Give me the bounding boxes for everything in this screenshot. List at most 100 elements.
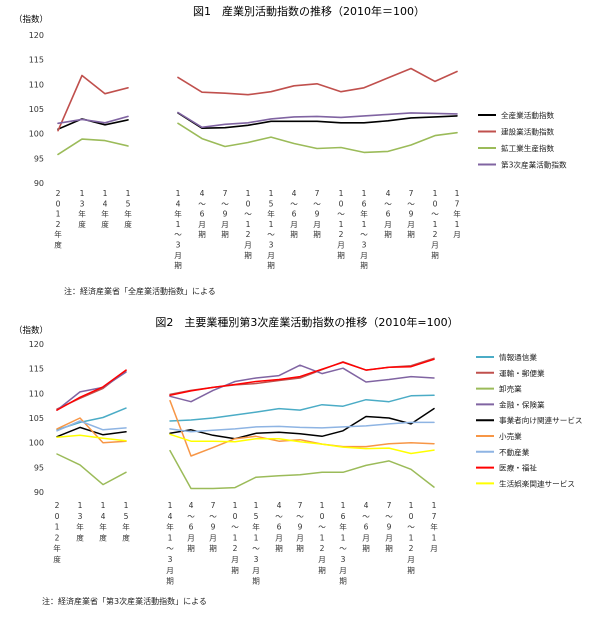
figure-1-axes: 90 95 100 105 110 115 120 — [29, 31, 44, 188]
x-tick-char: 期 — [385, 544, 393, 553]
x-tick-char: 1 — [409, 533, 414, 542]
x-tick-char: 期 — [221, 230, 229, 239]
series-line-6-segment-2 — [169, 399, 435, 457]
x-tick-char: 〜 — [166, 544, 174, 553]
x-tick-char: 月 — [231, 555, 239, 564]
x-tick-char: 期 — [187, 544, 195, 553]
x-tick-label: 1 3年度 — [76, 501, 84, 542]
x-tick-char: 年 — [99, 522, 107, 532]
x-tick-char: 0 — [409, 512, 414, 521]
x-tick-char: 〜 — [296, 512, 304, 521]
x-tick-char: 〜 — [339, 544, 347, 553]
x-tick-char: 3 — [362, 241, 367, 250]
x-tick-char: 期 — [244, 251, 252, 260]
x-tick-char: 月 — [166, 566, 174, 575]
x-tick-char: 〜 — [209, 512, 217, 521]
x-tick-char: 9 — [409, 210, 414, 219]
series-line-3-segment-1 — [56, 453, 127, 486]
series-line-4-segment-2 — [169, 364, 435, 403]
x-tick-char: 2 — [433, 230, 438, 239]
x-tick-char: 6 — [362, 199, 367, 208]
x-tick-char: 9 — [211, 523, 216, 532]
y-tick-label: 100 — [29, 439, 44, 448]
x-tick-char: 期 — [339, 577, 347, 586]
x-tick-char: 期 — [407, 230, 415, 239]
x-tick-char: 月 — [267, 251, 275, 260]
x-tick-char: 2 — [246, 230, 251, 239]
x-tick-label: 7〜9月期 — [385, 501, 393, 553]
x-tick-char: 期 — [174, 261, 182, 270]
x-tick-char: 1 — [233, 533, 238, 542]
x-tick-char: 3 — [254, 555, 259, 564]
y-tick-label: 110 — [29, 80, 44, 89]
x-tick-char: 1 — [362, 220, 367, 229]
figure-1-title: 図1 産業別活動指数の推移（2010年＝100） — [193, 4, 425, 18]
x-tick-char: 期 — [407, 566, 415, 575]
x-tick-char: 年 — [267, 209, 275, 219]
x-tick-char: 期 — [337, 251, 345, 260]
x-tick-char: 度 — [122, 532, 130, 542]
x-tick-char: 1 — [433, 220, 438, 229]
x-tick-char: 1 — [124, 501, 129, 510]
x-tick-char: 期 — [209, 544, 217, 553]
x-tick-char: 月 — [407, 555, 415, 564]
x-tick-char: 月 — [337, 241, 345, 250]
x-tick-char: 7 — [387, 501, 392, 510]
legend-label: 建設業活動指数 — [501, 127, 555, 137]
y-tick-label: 105 — [29, 414, 44, 423]
x-tick-char: 5 — [126, 199, 131, 208]
x-tick-char: 〜 — [407, 523, 415, 532]
x-tick-char: 1 — [339, 189, 344, 198]
figure-1-series — [57, 67, 458, 156]
x-tick-char: 期 — [267, 261, 275, 270]
x-tick-char: 年 — [78, 209, 86, 219]
legend-label: 卸売業 — [499, 384, 522, 394]
x-tick-char: 〜 — [337, 210, 345, 219]
x-tick-char: 4 — [189, 501, 194, 510]
x-tick-char: 〜 — [407, 199, 415, 208]
x-tick-char: 0 — [339, 199, 344, 208]
legend-label: 不動産業 — [499, 447, 530, 457]
x-tick-char: 1 — [341, 501, 346, 510]
x-tick-char: 年 — [430, 522, 438, 532]
x-tick-char: 7 — [432, 512, 437, 521]
y-tick-label: 90 — [34, 488, 44, 497]
x-tick-char: 4 — [103, 199, 108, 208]
x-tick-char: 0 — [433, 199, 438, 208]
x-tick-char: 1 — [168, 501, 173, 510]
x-tick-char: 6 — [364, 523, 369, 532]
x-tick-char: 0 — [320, 512, 325, 521]
x-tick-char: 4 — [200, 189, 205, 198]
figure-2-note: 注：経済産業省「第3次産業活動指数」による — [42, 596, 207, 606]
x-tick-char: 月 — [313, 220, 321, 229]
x-tick-char: 期 — [275, 544, 283, 553]
series-line-4-segment-2 — [177, 111, 458, 129]
x-tick-char: 7 — [223, 189, 228, 198]
x-tick-char: 期 — [318, 566, 326, 575]
x-tick-char: 5 — [124, 512, 129, 521]
x-tick-char: 月 — [252, 566, 260, 575]
y-tick-label: 100 — [29, 130, 44, 139]
figure-2-axes: 90 95 100 105 110 115 120 — [29, 340, 44, 497]
x-tick-char: 9 — [315, 210, 320, 219]
x-tick-char: 期 — [360, 261, 368, 270]
figure-2-x-labels: 2012年度13年度14年度15年度14年1〜3月期4〜6月期7〜9月期10〜1… — [53, 501, 438, 586]
x-tick-char: 6 — [200, 210, 205, 219]
x-tick-char: 〜 — [431, 210, 439, 219]
x-tick-char: 月 — [431, 241, 439, 250]
legend-label: 金融・保険業 — [499, 399, 545, 409]
x-tick-label: 7〜9月期 — [407, 189, 415, 239]
y-tick-label: 115 — [29, 365, 44, 374]
x-tick-label: 4〜 6月期 — [290, 189, 298, 239]
x-tick-char: 年 — [339, 522, 347, 532]
legend-label: 全産業活動指数 — [501, 110, 555, 120]
x-tick-char: 月 — [407, 220, 415, 229]
x-tick-char: 度 — [101, 219, 109, 229]
